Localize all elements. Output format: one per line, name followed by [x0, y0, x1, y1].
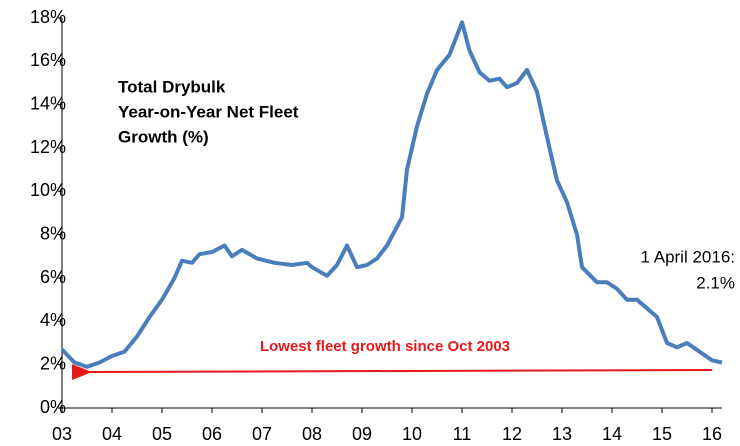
x-tick-label: 14: [602, 424, 622, 444]
y-tick-label: 14%: [30, 93, 66, 113]
x-tick-label: 15: [652, 424, 672, 444]
y-tick-label: 18%: [30, 7, 66, 27]
y-tick-label: 12%: [30, 137, 66, 157]
x-tick-label: 12: [502, 424, 522, 444]
x-tick-label: 16: [702, 424, 722, 444]
chart-title: Total Drybulk: [118, 77, 226, 96]
y-tick-label: 0%: [40, 397, 66, 417]
y-tick-label: 4%: [40, 310, 66, 330]
x-tick-label: 07: [252, 424, 272, 444]
chart-title: Year-on-Year Net Fleet: [118, 102, 299, 121]
x-tick-label: 06: [202, 424, 222, 444]
y-tick-label: 6%: [40, 267, 66, 287]
arrow: [71, 364, 713, 381]
x-tick-label: 03: [52, 424, 72, 444]
x-tick-label: 08: [302, 424, 322, 444]
annotation: 1 April 2016:: [640, 247, 735, 266]
y-tick-label: 16%: [30, 50, 66, 70]
x-tick-label: 09: [352, 424, 372, 444]
annotation: Lowest fleet growth since Oct 2003: [260, 338, 510, 355]
chart-title: Growth (%): [118, 127, 209, 146]
x-tick-label: 04: [102, 424, 122, 444]
y-tick-label: 2%: [40, 353, 66, 373]
y-tick-label: 10%: [30, 180, 66, 200]
x-tick-label: 10: [402, 424, 422, 444]
y-tick-label: 8%: [40, 223, 66, 243]
x-tick-label: 05: [152, 424, 172, 444]
line: [60, 20, 723, 369]
x-tick-label: 11: [453, 424, 472, 444]
x-tick-label: 13: [552, 424, 572, 444]
annotation: 2.1%: [696, 273, 735, 292]
